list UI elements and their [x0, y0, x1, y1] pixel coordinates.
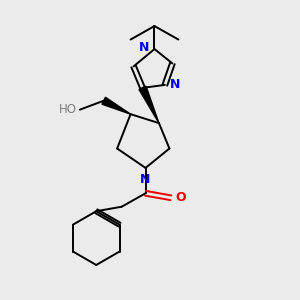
Polygon shape [139, 86, 159, 123]
Text: HO: HO [59, 103, 77, 116]
Text: N: N [170, 78, 181, 92]
Text: O: O [176, 191, 186, 204]
Text: N: N [140, 173, 151, 186]
Polygon shape [102, 97, 130, 114]
Text: N: N [139, 41, 149, 54]
